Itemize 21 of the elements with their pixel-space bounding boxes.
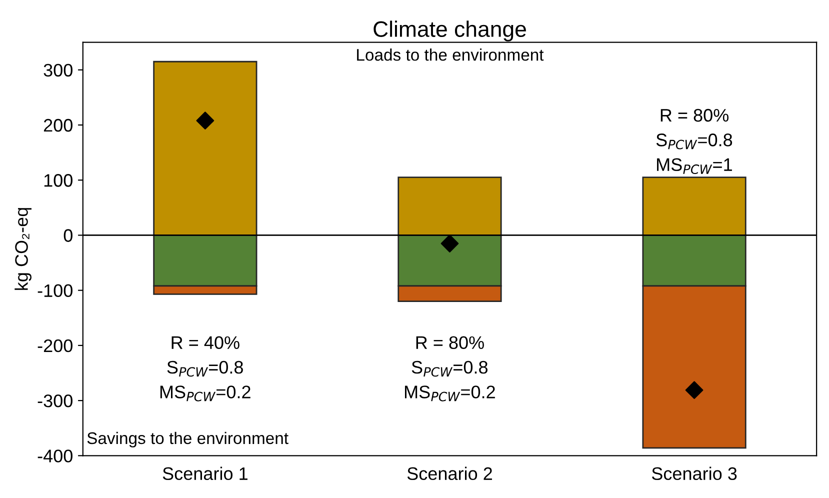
- point: [196, 112, 214, 130]
- y-axis-title: kg CO₂-eq: [14, 208, 32, 290]
- annotation: Loads to the environment: [357, 48, 544, 61]
- y-tick-label: 100: [44, 174, 72, 187]
- y-tick-label: -300: [38, 394, 72, 408]
- annotation: Savings to the environment: [87, 432, 288, 448]
- x-tick-label: Scenario 3: [652, 466, 737, 480]
- y-tick-label: 300: [44, 64, 72, 77]
- chart-title: Climate change: [374, 20, 526, 42]
- y-tick-label: 0: [64, 229, 72, 242]
- point: [685, 381, 704, 399]
- y-tick-label: 200: [44, 118, 72, 132]
- point: [440, 234, 459, 252]
- y-tick-label: -200: [38, 339, 72, 352]
- y-tick-label: -100: [38, 284, 72, 298]
- text: R = 80% S$_{PCW}$=0.8 MS$_{PCW}$=0.2: [404, 336, 495, 402]
- x-tick-label: Scenario 1: [162, 466, 248, 480]
- text: R = 40% S$_{PCW}$=0.8 MS$_{PCW}$=0.2: [160, 336, 250, 402]
- annotation: R = 80% S$_{PCW}$=0.8 MS$_{PCW}$=1: [656, 108, 732, 174]
- y-tick-label: -400: [38, 450, 72, 462]
- x-tick-label: Scenario 2: [407, 466, 492, 480]
